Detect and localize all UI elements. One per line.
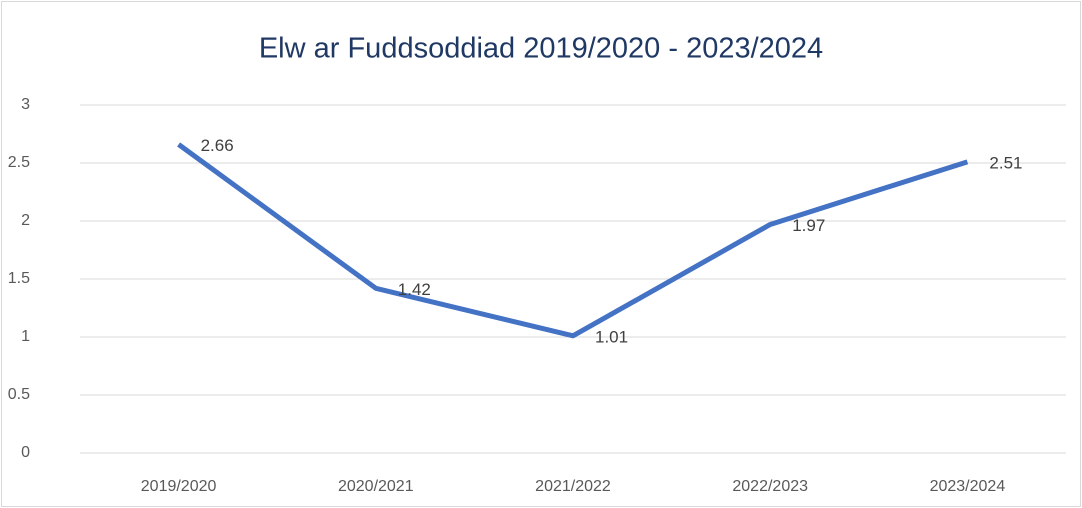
x-tick-label: 2019/2020 [141,478,217,495]
y-tick-label: 1 [21,328,30,345]
y-tick-label: 0.5 [8,386,30,403]
x-tick-label: 2023/2024 [930,478,1006,495]
y-tick-label: 3 [21,96,30,113]
x-tick-label: 2021/2022 [535,478,611,495]
x-tick-label: 2020/2021 [338,478,414,495]
data-label: 1.97 [792,216,825,235]
line-series [177,142,969,339]
y-tick-label: 0 [21,444,30,461]
chart-title: Elw ar Fuddsoddiad 2019/2020 - 2023/2024 [259,33,823,65]
data-label: 1.42 [398,280,431,299]
x-tick-label: 2022/2023 [732,478,808,495]
y-tick-label: 2 [21,212,30,229]
y-tick-label: 2.5 [8,154,30,171]
data-label: 2.51 [989,153,1022,172]
data-label: 2.66 [201,136,234,155]
y-tick-label: 1.5 [8,270,30,287]
data-label: 1.01 [595,327,628,346]
